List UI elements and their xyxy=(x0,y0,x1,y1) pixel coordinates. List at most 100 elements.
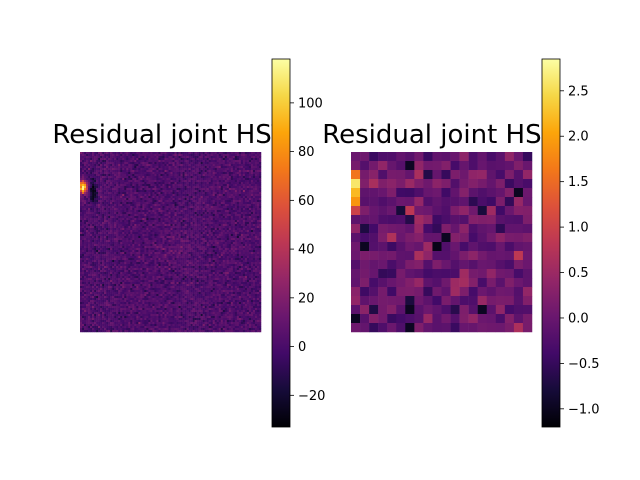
heatmap-cell xyxy=(218,202,222,205)
heatmap-cell xyxy=(102,216,105,219)
heatmap-cell xyxy=(130,258,133,261)
heatmap-cell xyxy=(84,164,87,167)
heatmap-cell xyxy=(258,228,262,231)
heatmap-cell xyxy=(154,200,157,203)
heatmap-cell xyxy=(110,172,113,175)
heatmap-cell xyxy=(244,180,248,183)
heatmap-cell xyxy=(114,160,117,163)
heatmap-cell xyxy=(216,220,220,223)
heatmap-cell xyxy=(148,178,151,181)
heatmap-cell xyxy=(122,244,125,247)
heatmap-cell xyxy=(200,184,203,187)
heatmap-cell xyxy=(214,166,218,169)
heatmap-cell xyxy=(236,172,240,175)
heatmap-cell xyxy=(110,250,113,253)
heatmap-cell xyxy=(220,160,224,163)
heatmap-cell xyxy=(162,258,165,261)
heatmap-cell xyxy=(84,238,87,241)
heatmap-cell xyxy=(242,260,246,263)
heatmap-cell xyxy=(172,238,175,241)
heatmap-cell xyxy=(184,242,187,245)
heatmap-cell xyxy=(212,220,215,223)
heatmap-cell xyxy=(100,204,103,207)
heatmap-cell xyxy=(104,252,107,255)
heatmap-cell xyxy=(216,258,220,261)
heatmap-cell xyxy=(104,262,107,265)
heatmap-cell xyxy=(124,206,127,209)
heatmap-cell xyxy=(234,170,238,173)
heatmap-cell xyxy=(136,170,139,173)
heatmap-cell xyxy=(88,192,91,195)
heatmap-cell xyxy=(232,152,236,155)
heatmap-cell xyxy=(114,222,117,225)
heatmap-cell xyxy=(244,230,248,233)
heatmap-cell xyxy=(204,168,207,171)
heatmap-cell xyxy=(102,208,105,211)
heatmap-cell xyxy=(234,152,238,155)
heatmap-cell xyxy=(184,200,187,203)
heatmap-cell xyxy=(170,200,173,203)
heatmap-cell xyxy=(80,262,83,265)
heatmap-cell xyxy=(182,206,185,209)
heatmap-cell xyxy=(244,208,248,211)
heatmap-cell xyxy=(88,168,91,171)
heatmap-cell xyxy=(220,168,224,171)
heatmap-cell xyxy=(130,196,133,199)
heatmap-cell xyxy=(140,226,143,229)
heatmap-cell xyxy=(118,158,121,161)
heatmap-cell xyxy=(220,240,224,243)
heatmap-cell xyxy=(114,152,117,155)
heatmap-cell xyxy=(224,154,228,157)
heatmap-cell xyxy=(182,194,185,197)
heatmap-cell xyxy=(174,174,177,177)
heatmap-cell xyxy=(152,200,155,203)
heatmap-cell xyxy=(124,252,127,255)
heatmap-cell xyxy=(208,218,211,221)
heatmap-cell xyxy=(202,162,205,165)
heatmap-cell xyxy=(176,246,179,249)
heatmap-cell xyxy=(146,162,149,165)
heatmap-cell xyxy=(238,170,242,173)
heatmap-cell xyxy=(84,196,87,199)
heatmap-cell xyxy=(254,230,258,233)
heatmap-cell xyxy=(92,236,95,239)
heatmap-cell xyxy=(228,180,232,183)
heatmap-cell xyxy=(140,158,143,161)
heatmap-cell xyxy=(216,218,220,221)
heatmap-cell xyxy=(196,208,199,211)
heatmap-cell xyxy=(172,190,175,193)
heatmap-cell xyxy=(214,208,218,211)
heatmap-cell xyxy=(102,254,105,257)
heatmap-cell xyxy=(244,244,248,247)
heatmap-cell xyxy=(206,188,209,191)
heatmap-cell xyxy=(132,194,135,197)
heatmap-cell xyxy=(174,164,177,167)
heatmap-cell xyxy=(118,174,121,177)
heatmap-cell xyxy=(94,212,97,215)
heatmap-cell xyxy=(134,186,137,189)
heatmap-cell xyxy=(152,162,155,165)
heatmap-cell xyxy=(134,202,137,205)
heatmap-cell xyxy=(258,224,262,227)
heatmap-cell xyxy=(198,198,201,201)
heatmap-cell xyxy=(230,194,234,197)
heatmap-cell xyxy=(146,244,149,247)
heatmap-cell xyxy=(136,188,139,191)
heatmap-cell xyxy=(246,238,250,241)
heatmap-cell xyxy=(142,242,145,245)
heatmap-cell xyxy=(100,174,103,177)
heatmap-cell xyxy=(110,220,113,223)
heatmap-cell xyxy=(246,156,250,159)
heatmap-cell xyxy=(98,258,101,261)
heatmap-cell xyxy=(152,166,155,169)
heatmap-cell xyxy=(192,168,195,171)
heatmap-cell xyxy=(182,164,185,167)
heatmap-cell xyxy=(126,250,129,253)
heatmap-cell xyxy=(120,210,123,213)
heatmap-cell xyxy=(152,172,155,175)
heatmap-cell xyxy=(156,164,159,167)
heatmap-cell xyxy=(226,190,230,193)
heatmap-cell xyxy=(180,200,183,203)
heatmap-cell xyxy=(154,228,157,231)
heatmap-cell xyxy=(160,184,163,187)
